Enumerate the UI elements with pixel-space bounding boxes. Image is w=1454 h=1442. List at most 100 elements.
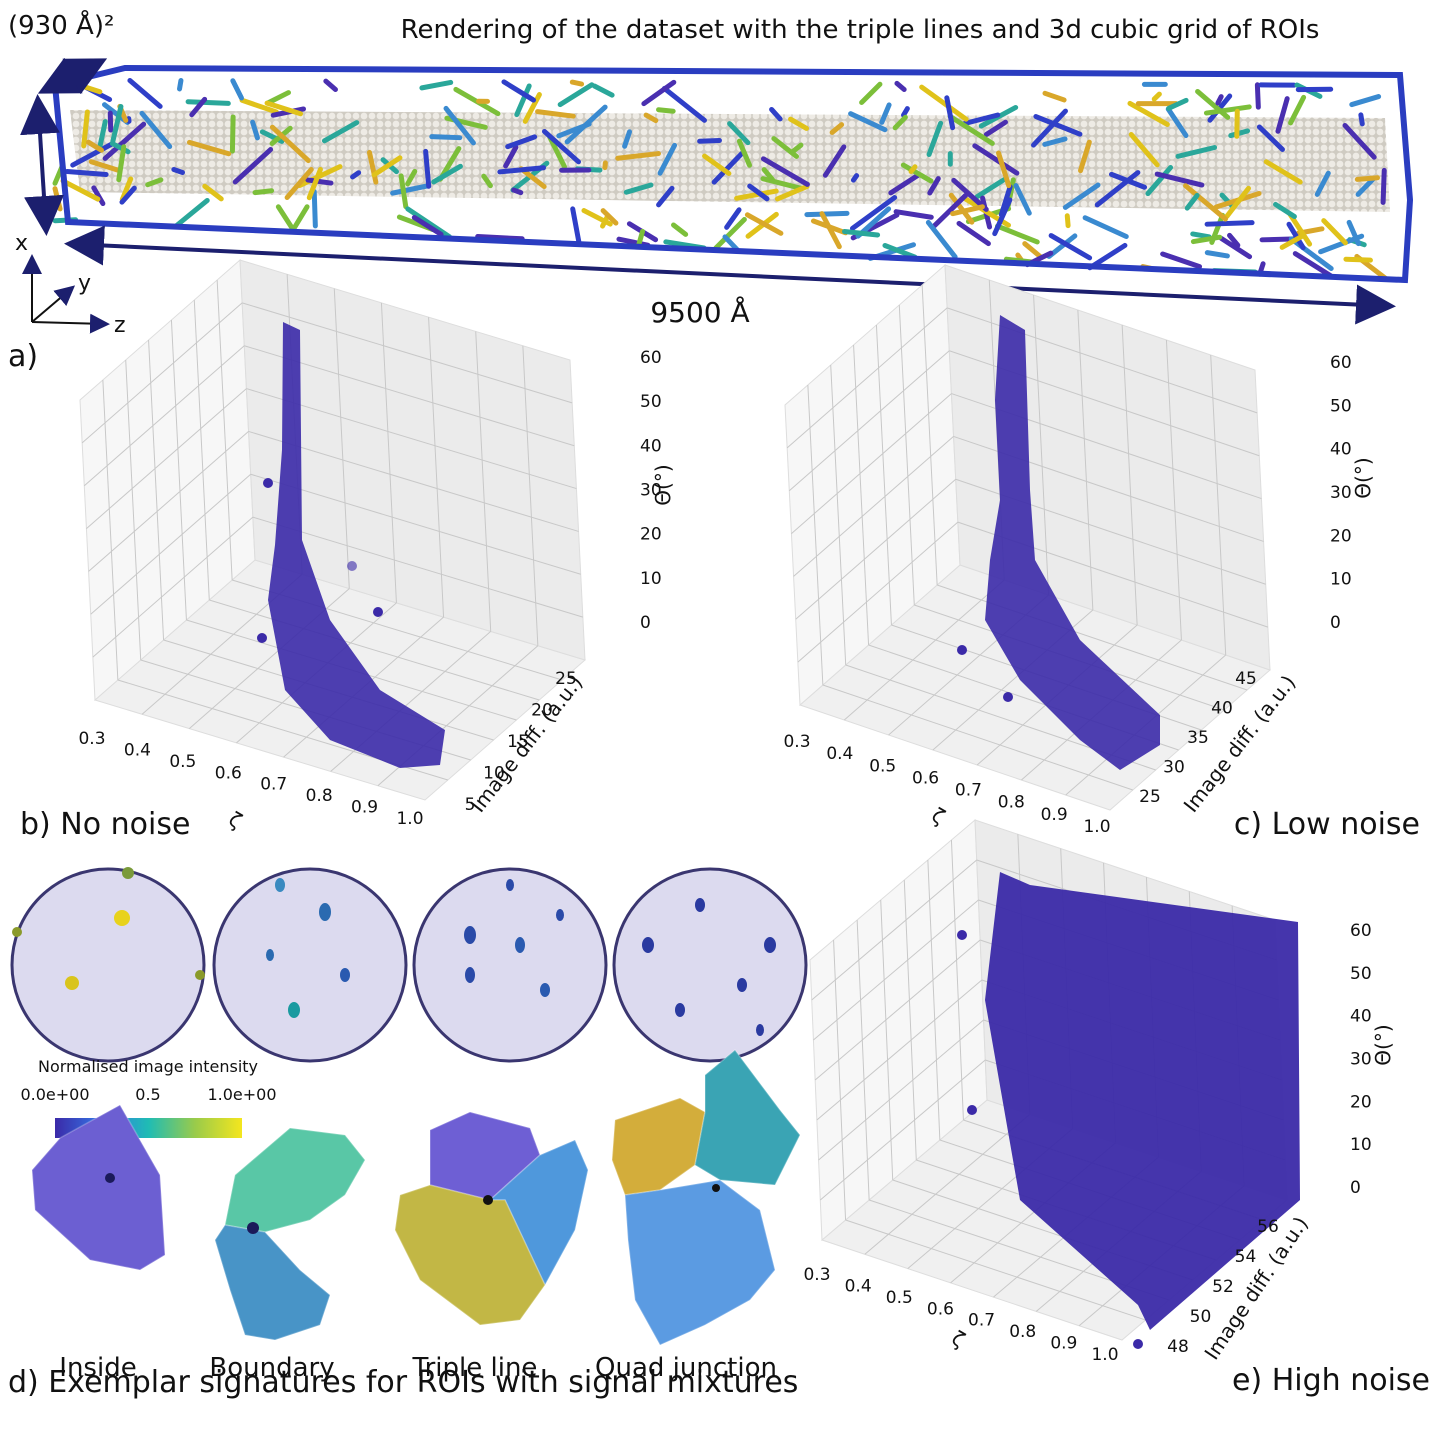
- axis-label: ζ: [948, 1326, 969, 1352]
- triple-line: [928, 222, 955, 256]
- panel-label: a): [8, 339, 38, 374]
- tick-label: 0.5: [886, 1288, 913, 1308]
- tick-label: 0.8: [1009, 1322, 1036, 1342]
- roi-grain: [625, 1180, 775, 1345]
- triple-line: [255, 191, 272, 193]
- height-arrow: [38, 102, 46, 228]
- axis-label: Θ(°): [1351, 457, 1375, 498]
- cross-section-label: (930 Å)²: [8, 9, 114, 41]
- outlier: [957, 930, 967, 940]
- sphere: [12, 869, 204, 1061]
- triple-line: [353, 173, 359, 177]
- tick-label: 0: [1330, 613, 1341, 633]
- tick-label: 30: [1330, 483, 1352, 503]
- tick-label: 60: [640, 348, 662, 368]
- triple-line: [188, 102, 228, 104]
- tick-label: 0.4: [124, 740, 151, 760]
- tick-label: 0.7: [260, 775, 287, 795]
- triple-line: [560, 85, 592, 105]
- tick-label: 10: [1330, 570, 1352, 590]
- roi-grain: [695, 1050, 800, 1185]
- caption: d) Exemplar signatures for ROIs with sig…: [8, 1365, 798, 1400]
- triple-line: [1025, 244, 1040, 257]
- triple-line: [55, 189, 60, 209]
- outlier: [1003, 692, 1013, 702]
- tick-label: 0: [640, 613, 651, 633]
- triple-line: [278, 207, 292, 229]
- tick-label: 56: [1257, 1217, 1279, 1237]
- outlier: [373, 607, 383, 617]
- tick-label: 25: [1139, 787, 1161, 807]
- triple-line: [1193, 234, 1209, 237]
- axis-arrow: [32, 322, 106, 324]
- tick-label: 35: [1187, 728, 1209, 748]
- triple-line: [904, 109, 908, 116]
- axis-label: Θ(°): [1371, 1024, 1395, 1065]
- outlier: [967, 1105, 977, 1115]
- tick-label: 0.7: [955, 781, 982, 801]
- tick-label: 1.0: [1091, 1345, 1118, 1365]
- colorbar-tick: 1.0e+00: [207, 1085, 276, 1104]
- triple-line: [572, 82, 581, 84]
- caption: b) No noise: [20, 807, 190, 842]
- roi-center: [483, 1195, 493, 1205]
- triple-line: [514, 190, 521, 193]
- axis-label: ζ: [928, 803, 949, 829]
- colorbar-tick: 0.0e+00: [20, 1085, 89, 1104]
- tick-label: 20: [1350, 1092, 1372, 1112]
- tick-label: 0.9: [1050, 1334, 1077, 1354]
- roi-grain: [612, 1098, 705, 1195]
- tick-label: 40: [1330, 440, 1352, 460]
- colorbar-tick: 0.5: [135, 1085, 160, 1104]
- tick-label: 0.8: [306, 786, 333, 806]
- triple-line: [1207, 253, 1227, 256]
- triple-line: [180, 80, 181, 88]
- tick-label: 40: [1350, 1007, 1372, 1027]
- title: Rendering of the dataset with the triple…: [401, 15, 1320, 45]
- triple-line: [922, 87, 966, 119]
- tick-label: 0.9: [1041, 805, 1068, 825]
- tick-label: 50: [1350, 964, 1372, 984]
- signatures: Normalised image intensity 0.0e+00 0.5 1…: [8, 867, 806, 1400]
- caption: e) High noise: [1232, 1363, 1430, 1398]
- triple-line: [67, 172, 106, 175]
- triple-line: [1218, 97, 1221, 103]
- tick-label: 40: [640, 436, 662, 456]
- axis-label: Θ(°): [651, 464, 675, 505]
- tick-label: 0: [1350, 1178, 1361, 1198]
- tick-label: 0.3: [803, 1265, 830, 1285]
- roi-grain: [225, 1128, 365, 1232]
- triple-line: [314, 192, 315, 226]
- tick-label: 0.5: [869, 756, 896, 776]
- tick-label: 60: [1330, 353, 1352, 373]
- triple-line: [853, 176, 856, 181]
- triple-line: [1346, 259, 1371, 260]
- axis-name: x: [15, 231, 28, 256]
- axis-arrow: [32, 288, 72, 322]
- axis-label: ζ: [225, 807, 246, 833]
- triple-line: [573, 209, 579, 243]
- axis-name: y: [78, 271, 91, 296]
- triple-line: [432, 137, 460, 138]
- triple-line: [426, 151, 429, 186]
- triple-line: [1163, 254, 1200, 267]
- tick-label: 0.6: [912, 768, 939, 788]
- triple-line: [998, 226, 1038, 242]
- caption: c) Low noise: [1234, 807, 1420, 842]
- tick-label: 0.3: [78, 729, 105, 749]
- tick-label: 50: [1190, 1307, 1212, 1327]
- sphere: [214, 869, 406, 1061]
- tick-label: 0.6: [927, 1299, 954, 1319]
- tick-label: 30: [1350, 1050, 1372, 1070]
- triple-line: [1257, 85, 1258, 107]
- sphere: [614, 869, 806, 1061]
- roi-grain: [215, 1225, 330, 1340]
- tick-label: 20: [640, 525, 662, 545]
- tick-label: 30: [1163, 758, 1185, 778]
- tick-label: 0.4: [845, 1276, 872, 1296]
- colorbar-label: Normalised image intensity: [38, 1057, 258, 1076]
- outlier: [263, 478, 273, 488]
- tick-label: 54: [1235, 1247, 1257, 1267]
- tick-label: 0.6: [215, 763, 242, 783]
